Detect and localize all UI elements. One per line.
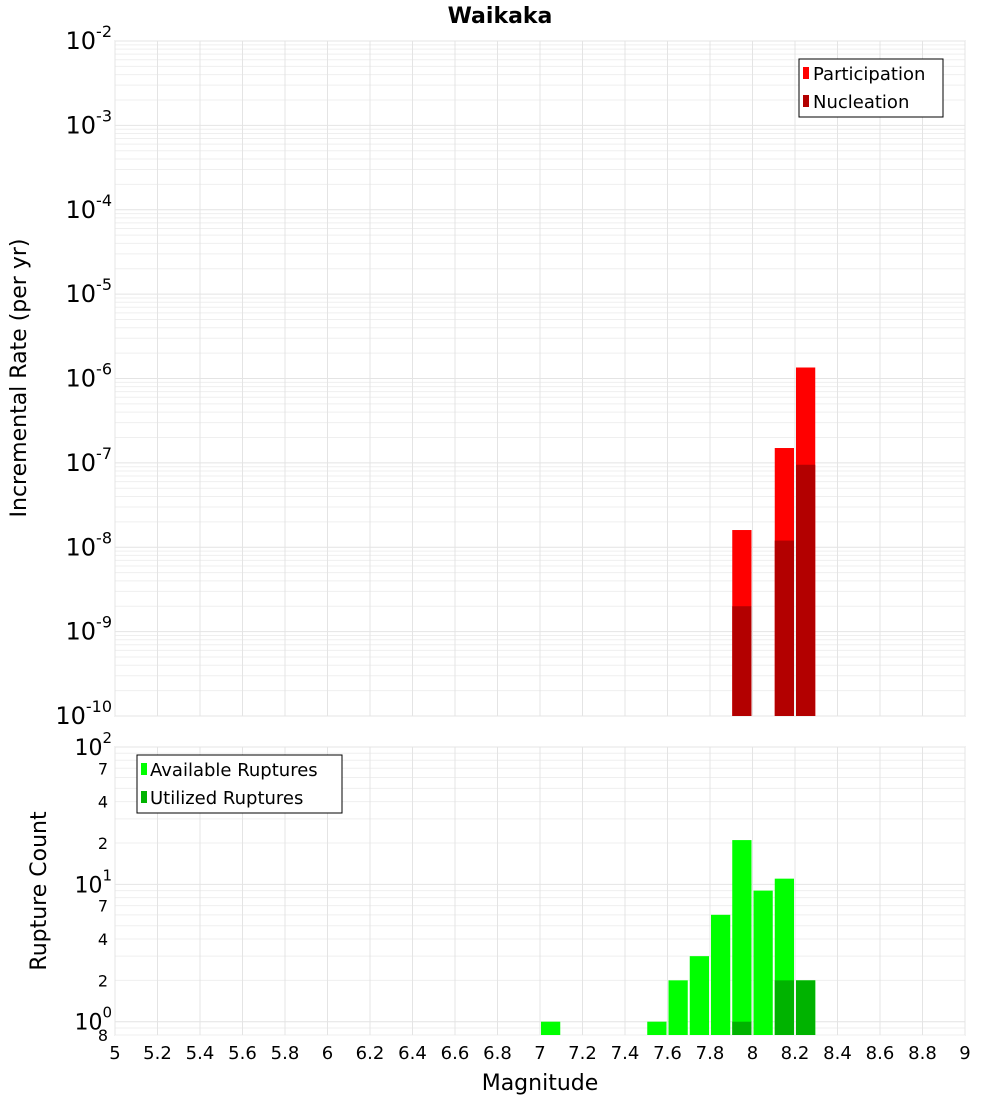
nucleation-swatch bbox=[803, 95, 809, 107]
count-y-minor-tick-label: 7 bbox=[98, 897, 108, 916]
x-tick-label: 6.8 bbox=[483, 1043, 512, 1064]
nucleation-legend-label: Nucleation bbox=[813, 92, 909, 113]
x-tick-label: 7.4 bbox=[611, 1043, 640, 1064]
x-tick-label: 7.2 bbox=[568, 1043, 597, 1064]
count-bar-available-ruptures bbox=[732, 840, 752, 1035]
x-tick-label: 7 bbox=[534, 1043, 545, 1064]
rate-bars bbox=[732, 367, 816, 716]
rate-y-tick-label: 10-10 bbox=[55, 697, 112, 730]
x-tick-label: 6 bbox=[322, 1043, 333, 1064]
count-bar-available-ruptures bbox=[541, 1021, 561, 1035]
rate-legend-box bbox=[798, 58, 944, 118]
count-grid bbox=[114, 746, 966, 1036]
count-y-tick-labels: 100 101 102 8 2 4 7 2 4 7 bbox=[74, 729, 112, 1045]
rate-grid bbox=[114, 40, 966, 717]
rate-y-tick-label: 10-9 bbox=[66, 613, 113, 646]
x-tick-label: 5.6 bbox=[228, 1043, 257, 1064]
utilized-ruptures-legend-label: Utilized Ruptures bbox=[150, 788, 303, 809]
x-tick-label: 5.4 bbox=[186, 1043, 215, 1064]
x-tick-label: 5.8 bbox=[271, 1043, 300, 1064]
count-y-minor-tick-label: 4 bbox=[98, 793, 108, 812]
rate-y-tick-label: 10-3 bbox=[66, 106, 113, 139]
count-bar-utilized-ruptures bbox=[796, 980, 816, 1035]
count-y-minor-tick-label: 2 bbox=[98, 971, 108, 990]
rate-y-tick-label: 10-5 bbox=[66, 275, 113, 308]
count-y-tick-label: 100 bbox=[74, 1004, 112, 1036]
count-y-minor-tick-label: 7 bbox=[98, 759, 108, 778]
utilized-ruptures-swatch bbox=[141, 791, 147, 803]
count-y-tick-label: 101 bbox=[74, 866, 112, 898]
chart-title: Waikaka bbox=[448, 4, 553, 29]
rate-y-tick-label: 10-7 bbox=[66, 444, 113, 477]
available-ruptures-swatch bbox=[141, 763, 147, 775]
participation-swatch bbox=[803, 67, 809, 79]
count-bar-available-ruptures bbox=[668, 980, 688, 1035]
x-tick-label: 8.4 bbox=[823, 1043, 852, 1064]
x-tick-label: 9 bbox=[959, 1043, 970, 1064]
x-tick-label: 8.8 bbox=[908, 1043, 937, 1064]
count-bar-utilized-ruptures bbox=[774, 980, 794, 1035]
x-tick-labels: 5 5.2 5.4 5.6 5.8 6 6.2 6.4 6.6 6.8 7 7.2 7.4 7.6 7.8 8… bbox=[109, 1043, 970, 1064]
rate-y-tick-label: 10-2 bbox=[66, 22, 113, 55]
rate-bar-nucleation bbox=[732, 606, 752, 716]
count-bar-utilized-ruptures bbox=[732, 1021, 752, 1035]
available-ruptures-legend-label: Available Ruptures bbox=[150, 760, 318, 781]
count-bar-available-ruptures bbox=[647, 1021, 667, 1035]
x-tick-label: 6.6 bbox=[441, 1043, 470, 1064]
x-tick-label: 5.2 bbox=[143, 1043, 172, 1064]
x-tick-label: 8.6 bbox=[866, 1043, 895, 1064]
rate-bar-nucleation bbox=[774, 540, 794, 716]
count-y-minor-tick-label: 8 bbox=[98, 1026, 108, 1045]
rate-y-tick-label: 10-4 bbox=[66, 191, 113, 224]
x-tick-label: 8 bbox=[747, 1043, 758, 1064]
count-y-axis-title: Rupture Count bbox=[27, 811, 52, 971]
count-y-minor-tick-label: 2 bbox=[98, 834, 108, 853]
x-tick-label: 8.2 bbox=[781, 1043, 810, 1064]
count-y-minor-tick-label: 4 bbox=[98, 930, 108, 949]
x-tick-label: 6.4 bbox=[398, 1043, 427, 1064]
count-legend-box bbox=[136, 754, 343, 814]
count-bar-available-ruptures bbox=[689, 956, 709, 1035]
rate-legend: Participation Nucleation bbox=[798, 58, 944, 118]
rate-y-axis-title: Incremental Rate (per yr) bbox=[7, 239, 32, 518]
x-axis-title: Magnitude bbox=[482, 1071, 599, 1096]
count-bar-available-ruptures bbox=[753, 890, 773, 1035]
count-bar-available-ruptures bbox=[711, 914, 731, 1035]
rate-y-tick-labels: 10-10 10-9 10-8 10-7 10-6 10-5 10-4 10-3 10-2 bbox=[55, 22, 112, 730]
rate-y-tick-label: 10-8 bbox=[66, 528, 113, 561]
count-bars bbox=[541, 840, 816, 1035]
x-tick-label: 7.8 bbox=[696, 1043, 725, 1064]
count-y-tick-label: 102 bbox=[74, 729, 112, 761]
count-legend: Available Ruptures Utilized Ruptures bbox=[136, 754, 343, 814]
rate-y-tick-label: 10-6 bbox=[66, 360, 113, 393]
rate-bar-nucleation bbox=[796, 464, 816, 716]
participation-legend-label: Participation bbox=[813, 64, 925, 85]
x-tick-label: 6.2 bbox=[356, 1043, 385, 1064]
x-tick-label: 5 bbox=[109, 1043, 120, 1064]
x-tick-label: 7.6 bbox=[653, 1043, 682, 1064]
